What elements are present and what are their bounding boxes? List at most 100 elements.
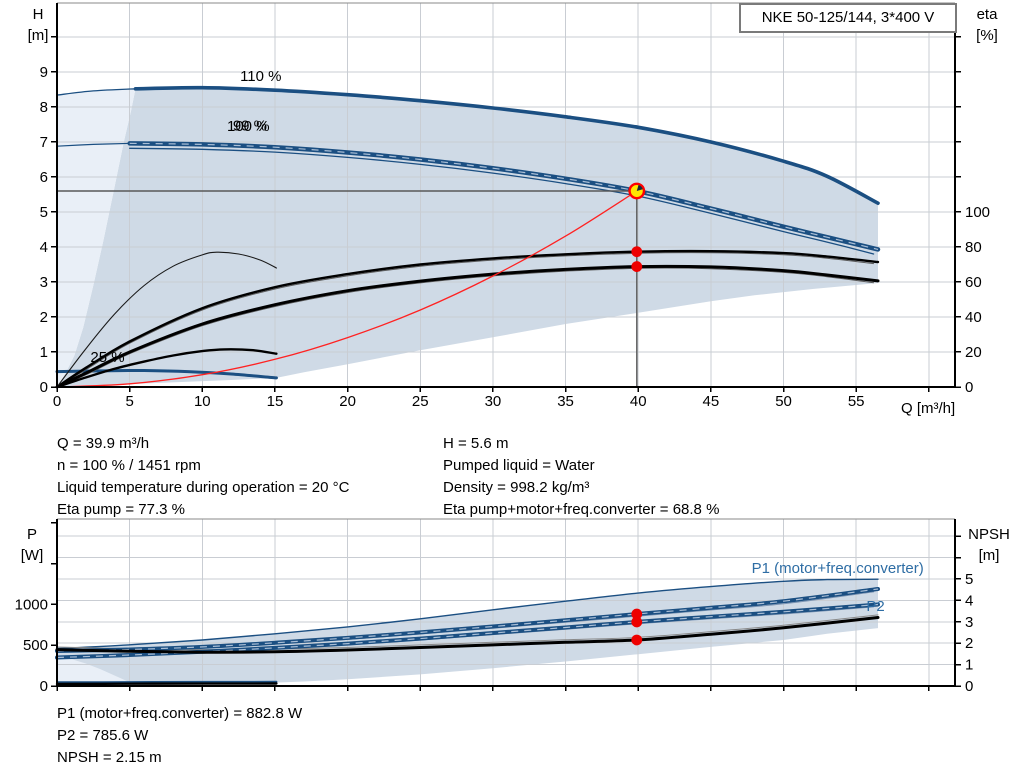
curve-eta-pump-25pct bbox=[56, 251, 277, 388]
x-tick-label: 10 bbox=[194, 393, 211, 410]
power-npsh-chart-tick-labels: 0 500 1000 0 1 2 3 4 5 bbox=[15, 571, 974, 695]
y-left-tick-label: 500 bbox=[23, 637, 48, 654]
duty-info-left: Q = 39.9 m³/h n = 100 % / 1451 rpm Liqui… bbox=[57, 433, 349, 521]
qh-eta-chart-tick-labels: 0 5 10 15 20 25 30 35 40 45 50 55012345678902040608… bbox=[40, 64, 990, 410]
y-right-tick-label: 60 bbox=[965, 274, 982, 291]
y-left-tick-label: 5 bbox=[40, 204, 48, 221]
y-left-tick-label: 8 bbox=[40, 99, 48, 116]
label-p2: P2 bbox=[866, 598, 884, 615]
q-axis-title: Q [m³/h] bbox=[901, 398, 955, 419]
npsh-point bbox=[631, 634, 643, 646]
y-left-tick-label: 3 bbox=[40, 274, 48, 291]
y-left-tick-label: 0 bbox=[40, 379, 48, 396]
y-right-tick-label: 0 bbox=[965, 678, 973, 695]
p-axis-unit: [W] bbox=[20, 547, 44, 564]
curve-p-25pct-black bbox=[55, 682, 278, 686]
eta-axis-title: eta [%] bbox=[964, 4, 1010, 46]
area-low-flow-region bbox=[57, 656, 139, 686]
eta-pump-point bbox=[631, 246, 643, 258]
curve-npsh-99pct bbox=[56, 614, 879, 651]
eta-axis-unit: [%] bbox=[976, 27, 998, 44]
curve-p1-100pct-centerline bbox=[56, 588, 879, 652]
npsh-axis-title: NPSH [m] bbox=[958, 524, 1020, 566]
npsh-axis-symbol: NPSH bbox=[968, 526, 1010, 543]
label-p1: P1 (motor+freq.converter) bbox=[752, 560, 924, 577]
qh-eta-chart-axes bbox=[56, 3, 956, 388]
y-right-tick-label: 100 bbox=[965, 204, 990, 221]
y-left-tick-label: 7 bbox=[40, 134, 48, 151]
x-tick-label: 5 bbox=[125, 393, 133, 410]
p-axis-symbol: P bbox=[26, 526, 37, 543]
label-25pct: 25 % bbox=[90, 349, 124, 366]
curve-eta-pump-99pct bbox=[56, 252, 875, 388]
y-right-tick-label: 3 bbox=[965, 614, 973, 631]
h-axis-symbol: H bbox=[32, 6, 44, 23]
area-operating-envelope bbox=[57, 87, 878, 387]
duty-point-wedge bbox=[636, 184, 643, 191]
info-npsh: NPSH = 2.15 m bbox=[57, 749, 162, 766]
qh-eta-chart-group: 110 %100 %99 %25 %0 5 10 15 20 25 30 35 40 45 50 55… bbox=[40, 2, 990, 410]
p-axis-title: P [W] bbox=[12, 524, 52, 566]
pump-title-box: NKE 50-125/144, 3*400 V bbox=[739, 3, 957, 33]
y-left-tick-label: 4 bbox=[40, 239, 48, 256]
y-left-tick-label: 1000 bbox=[15, 596, 48, 613]
x-tick-label: 25 bbox=[412, 393, 429, 410]
info-h: H = 5.6 m bbox=[443, 435, 509, 452]
power-npsh-chart-group: P1 (motor+freq.converter) P2 0 500 1000 0 1 2 3 4… bbox=[15, 518, 974, 695]
x-tick-label: 35 bbox=[557, 393, 574, 410]
power-info: P1 (motor+freq.converter) = 882.8 W P2 =… bbox=[57, 703, 302, 769]
h-axis-title: H [m] bbox=[16, 4, 60, 46]
p1-point bbox=[631, 608, 643, 620]
qh-eta-chart-gridlines bbox=[57, 3, 955, 387]
info-p1: P1 (motor+freq.converter) = 882.8 W bbox=[57, 705, 303, 722]
y-right-tick-label: 4 bbox=[965, 592, 973, 609]
x-tick-label: 15 bbox=[267, 393, 284, 410]
y-right-tick-label: 0 bbox=[965, 379, 973, 396]
curve-h-110pct-lowflow bbox=[56, 88, 137, 96]
y-left-tick-label: 0 bbox=[40, 678, 48, 695]
info-liquid-temp: Liquid temperature during operation = 20… bbox=[57, 479, 350, 496]
area-low-flow-region bbox=[57, 88, 136, 388]
info-speed: n = 100 % / 1451 rpm bbox=[57, 457, 201, 474]
label-99pct: 99 % bbox=[233, 117, 267, 134]
duty-point[interactable] bbox=[628, 182, 646, 200]
curve-h-110pct bbox=[133, 85, 880, 205]
curve-eta-total-100pct bbox=[55, 264, 880, 389]
curve-h-25pct bbox=[55, 368, 278, 380]
curve-eta-total-99pct bbox=[56, 267, 875, 388]
curve-eta-total-25pct bbox=[55, 348, 278, 389]
label-110pct: 110 % bbox=[240, 68, 281, 85]
curve-p2-100pct-centerline bbox=[56, 603, 879, 659]
y-right-tick-label: 5 bbox=[965, 571, 973, 588]
info-q: Q = 39.9 m³/h bbox=[57, 435, 150, 452]
curve-npsh-100pct bbox=[55, 616, 880, 654]
x-tick-label: 20 bbox=[339, 393, 356, 410]
y-left-tick-label: 2 bbox=[40, 309, 48, 326]
curve-h-100pct-lowflow bbox=[56, 142, 131, 147]
y-left-tick-label: 9 bbox=[40, 64, 48, 81]
qh-eta-chart-ticks bbox=[51, 36, 961, 392]
power-npsh-chart-axes bbox=[56, 519, 956, 687]
eta-axis-symbol: eta bbox=[976, 6, 998, 23]
y-left-tick-label: 1 bbox=[40, 344, 48, 361]
q-axis-label: Q [m³/h] bbox=[901, 400, 956, 417]
label-100pct: 100 % bbox=[227, 118, 270, 135]
x-tick-label: 50 bbox=[775, 393, 792, 410]
h-axis-unit: [m] bbox=[27, 27, 49, 44]
power-npsh-chart-ticks bbox=[51, 522, 961, 691]
x-tick-label: 55 bbox=[848, 393, 865, 410]
duty-info-right: H = 5.6 m Pumped liquid = Water Density … bbox=[443, 433, 719, 521]
y-left-tick-label: 6 bbox=[40, 169, 48, 186]
curve-p1-110pct bbox=[56, 578, 879, 650]
x-tick-label: 40 bbox=[630, 393, 647, 410]
y-right-tick-label: 1 bbox=[965, 657, 973, 674]
npsh-axis-unit: [m] bbox=[978, 547, 1000, 564]
info-eta-pump: Eta pump = 77.3 % bbox=[57, 501, 185, 518]
eta-total-point bbox=[631, 261, 643, 272]
info-p2: P2 = 785.6 W bbox=[57, 727, 149, 744]
y-right-tick-label: 40 bbox=[965, 309, 982, 326]
info-pumped-liquid: Pumped liquid = Water bbox=[443, 457, 595, 474]
curve-h-99pct bbox=[129, 147, 875, 255]
